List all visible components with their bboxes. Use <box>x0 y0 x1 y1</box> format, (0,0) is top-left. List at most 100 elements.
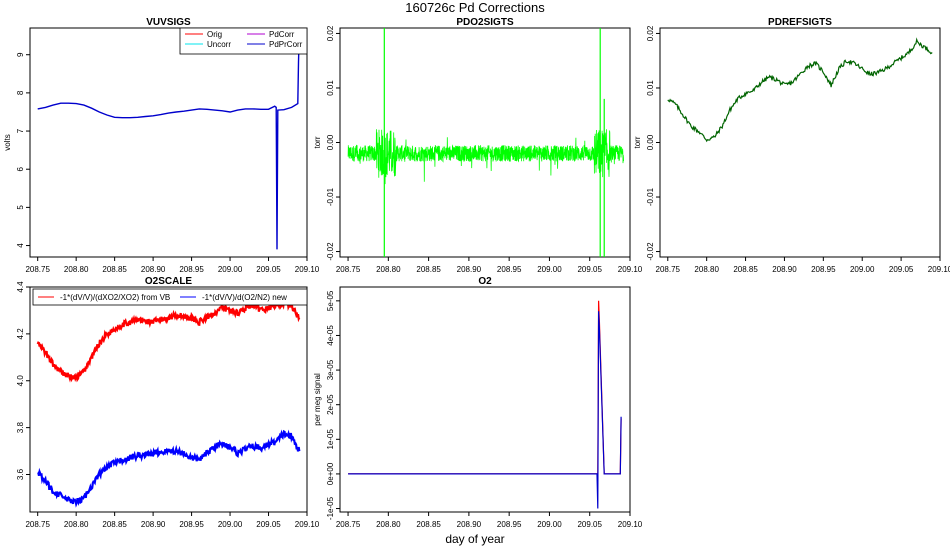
plot-area <box>37 31 300 250</box>
series-line-o2-orig <box>348 300 622 475</box>
panel-vuvsigs: VUVSIGS volts 208.75 208.80 208.85 208.90 208.… <box>3 17 320 274</box>
x-tick-label: 208.80 <box>64 265 89 274</box>
y-tick-label: 8 <box>16 90 25 95</box>
y-tick-label: -0.01 <box>326 187 335 206</box>
x-tick-label: 208.85 <box>733 265 758 274</box>
panel-o2: O2 per meg signal 208.75 208.80 208.85 208.90… <box>313 276 643 529</box>
x-tick-label: 208.95 <box>179 520 204 529</box>
series-line-scale-1 <box>37 429 301 508</box>
y-tick-label: 0e+00 <box>326 462 335 485</box>
legend-entry: -1*(dV/V)/(dXO2/XO2) from VB <box>60 293 170 302</box>
x-tick-label: 208.90 <box>457 265 482 274</box>
y-tick-label: 0.01 <box>326 80 335 96</box>
x-tick-label: 208.95 <box>497 520 522 529</box>
x-tick-label: 209.00 <box>218 265 243 274</box>
y-axis-label: torr <box>633 136 642 148</box>
series-line-pdo2 <box>347 129 624 185</box>
x-tick-label: 208.90 <box>772 265 797 274</box>
x-tick-label: 208.90 <box>141 265 166 274</box>
y-tick-label: 4 <box>16 243 25 248</box>
y-tick-label: -0.02 <box>646 242 655 261</box>
x-axis-label: day of year <box>445 532 504 546</box>
legend-entry: PdPrCorr <box>269 40 303 49</box>
plot-frame <box>29 27 308 258</box>
x-tick-label: 209.10 <box>295 265 320 274</box>
y-axis-label: torr <box>313 136 322 148</box>
y-tick-label: 2e-05 <box>326 394 335 415</box>
x-tick-label: 208.75 <box>25 520 50 529</box>
y-tick-label: 0.00 <box>646 134 655 150</box>
x-tick-label: 209.00 <box>537 265 562 274</box>
x-tick-label: 208.75 <box>25 265 50 274</box>
x-tick-label: 208.90 <box>457 520 482 529</box>
x-tick-label: 208.75 <box>656 265 681 274</box>
x-tick-label: 209.05 <box>577 520 602 529</box>
x-tick-label: 208.80 <box>64 520 89 529</box>
plot-frame <box>29 286 308 513</box>
x-tick-label: 208.95 <box>811 265 836 274</box>
x-tick-label: 208.85 <box>102 265 127 274</box>
y-tick-label: 5e-05 <box>326 290 335 311</box>
y-tick-label: 3.8 <box>16 422 25 434</box>
x-tick-label: 208.85 <box>416 520 441 529</box>
legend: -1*(dV/V)/(dXO2/XO2) from VB -1*(dV/V)/d(… <box>32 288 308 306</box>
y-tick-label: 4e-05 <box>326 325 335 346</box>
y-tick-label: -0.01 <box>646 187 655 206</box>
panel-pdo2sigts: PDO2SIGTS torr 208.75 208.80 208.85 208.90 208… <box>313 17 643 274</box>
y-axis-label: volts <box>3 134 12 150</box>
y-tick-label: 4.4 <box>16 281 25 293</box>
plot-area <box>667 37 933 143</box>
series-line-o2-corr <box>348 311 622 509</box>
x-tick-label: 208.85 <box>416 265 441 274</box>
y-tick-label: -0.02 <box>326 242 335 261</box>
y-tick-label: -1e-05 <box>326 496 335 520</box>
panel-title: PDREFSIGTS <box>768 17 832 28</box>
x-tick-label: 209.10 <box>295 520 320 529</box>
y-tick-label: 9 <box>16 52 25 57</box>
panel-title: O2SCALE <box>145 276 193 287</box>
legend-box <box>179 27 308 55</box>
plot-area <box>347 28 624 257</box>
plot-area <box>348 300 622 509</box>
plot-area <box>36 298 301 508</box>
y-tick-label: 0.00 <box>326 134 335 150</box>
y-tick-label: 4.0 <box>16 375 25 387</box>
legend-entry: PdCorr <box>269 30 295 39</box>
x-tick-label: 209.05 <box>256 265 281 274</box>
y-tick-label: 6 <box>16 166 25 171</box>
x-tick-label: 208.75 <box>336 265 361 274</box>
panel-title: VUVSIGS <box>146 17 191 28</box>
x-tick-label: 209.10 <box>618 265 643 274</box>
x-tick-label: 209.00 <box>850 265 875 274</box>
y-tick-label: 5 <box>16 205 25 210</box>
x-tick-label: 208.80 <box>376 265 401 274</box>
panel-title: O2 <box>478 276 492 287</box>
x-tick-label: 208.75 <box>336 520 361 529</box>
x-tick-label: 208.95 <box>497 265 522 274</box>
panel-o2scale: O2SCALE 208.75 208.80 208.85 208.90 208.95 209… <box>16 276 320 529</box>
series-line-scale-0 <box>36 298 301 383</box>
x-tick-label: 209.00 <box>537 520 562 529</box>
y-tick-label: 0.01 <box>646 80 655 96</box>
x-tick-label: 208.80 <box>694 265 719 274</box>
y-axis-label: per meg signal <box>313 373 322 426</box>
y-tick-label: 0.02 <box>326 25 335 41</box>
x-tick-label: 209.05 <box>577 265 602 274</box>
plot-frame <box>339 286 631 513</box>
x-tick-label: 209.00 <box>218 520 243 529</box>
series-line-pdprcorr <box>37 31 300 250</box>
panel-title: PDO2SIGTS <box>456 17 514 28</box>
panels: VUVSIGS volts 208.75 208.80 208.85 208.90 208.… <box>3 17 950 529</box>
plot-frame <box>339 27 631 258</box>
y-tick-label: 3.6 <box>16 468 25 480</box>
series-line-pdref <box>667 37 933 143</box>
x-tick-label: 209.10 <box>618 520 643 529</box>
x-tick-label: 209.05 <box>889 265 914 274</box>
panel-pdrefsigts: PDREFSIGTS torr 208.75 208.80 208.85 208.90 20… <box>633 17 950 274</box>
y-tick-label: 3e-05 <box>326 359 335 380</box>
legend-entry: -1*(dV/V)/d(O2/N2) new <box>202 293 287 302</box>
x-tick-label: 209.05 <box>256 520 281 529</box>
legend-entry: Uncorr <box>207 40 231 49</box>
